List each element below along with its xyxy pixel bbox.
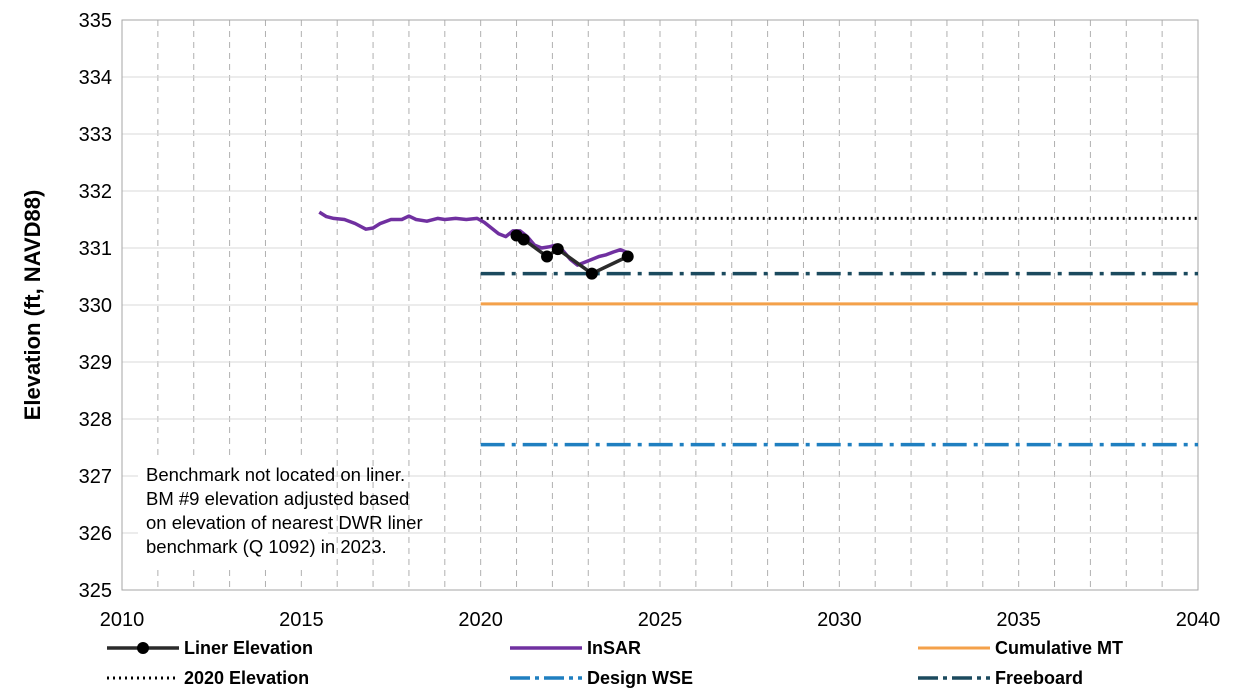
annotation-background [138,458,328,570]
y-tick-label: 331 [79,238,112,260]
y-tick-label: 330 [79,295,112,317]
y-axis-title: Elevation (ft, NAVD88) [20,190,45,421]
y-tick-label: 328 [79,409,112,431]
y-tick-label: 332 [79,181,112,203]
y-tick-label: 325 [79,580,112,602]
series-layer [318,210,1198,447]
annotation-line-3: on elevation of nearest DWR liner [146,512,423,533]
annotation-line-1: Benchmark not located on liner. [146,464,405,485]
data-point-liner-elevation [621,250,634,263]
legend-label-insar: InSAR [587,638,641,658]
legend-label-freeboard: Freeboard [995,668,1083,688]
legend-label-design-wse: Design WSE [587,668,693,688]
y-tick-label: 334 [79,67,112,89]
annotation-line-4: benchmark (Q 1092) in 2023. [146,536,387,557]
x-tick-label: 2035 [996,609,1041,631]
data-point-liner-elevation [551,243,564,256]
y-tick-label: 335 [79,10,112,32]
x-tick-label: 2025 [638,609,683,631]
data-point-liner-elevation [585,267,598,280]
x-tick-label: 2040 [1176,609,1221,631]
legend-label-cumulative-mt: Cumulative MT [995,638,1123,658]
y-tick-label: 326 [79,523,112,545]
x-tick-label: 2015 [279,609,324,631]
legend-label-liner-elevation: Liner Elevation [184,638,313,658]
data-point-liner-elevation [517,233,530,246]
series-line-insar [318,210,629,267]
legend-marker-liner-elevation [137,642,149,654]
y-tick-labels: 325 326 327 328 329 330 331 332 333 334 335 [79,10,112,602]
data-point-liner-elevation [541,250,554,263]
annotation-line-2: BM #9 elevation adjusted based [146,488,409,509]
x-tick-label: 2030 [817,609,862,631]
legend: Liner Elevation InSAR Cumulative MT 2020 El… [107,638,1123,688]
x-tick-labels: 2010 2015 2020 2025 2030 2035 2040 [100,609,1221,631]
legend-label-2020-elevation: 2020 Elevation [184,668,309,688]
annotation-box: Benchmark not located on liner. BM #9 el… [138,458,423,570]
y-tick-label: 327 [79,466,112,488]
y-tick-label: 329 [79,352,112,374]
x-tick-label: 2010 [100,609,145,631]
y-tick-label: 333 [79,124,112,146]
x-tick-label: 2020 [458,609,503,631]
